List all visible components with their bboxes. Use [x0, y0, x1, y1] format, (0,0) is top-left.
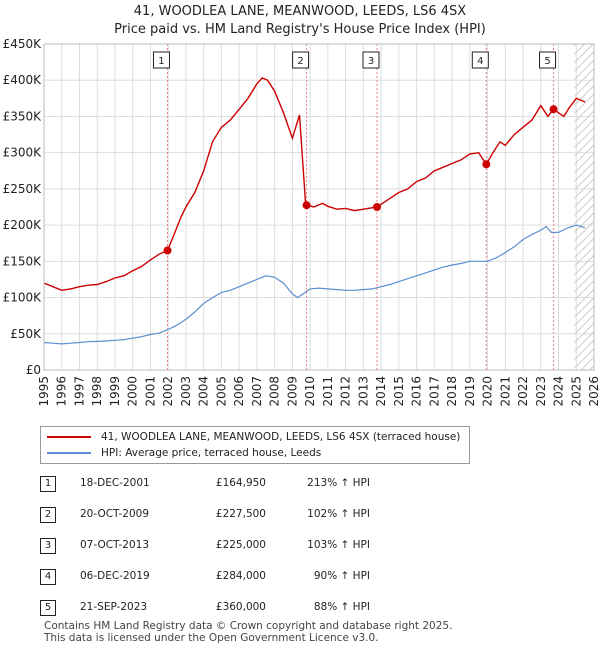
- x-tick-label: 1997: [72, 376, 86, 407]
- chart-subtitle: Price paid vs. HM Land Registry's House …: [114, 22, 486, 37]
- x-tick-label: 2006: [232, 376, 246, 407]
- sale-hpi-change: 103% ↑ HPI: [307, 539, 370, 551]
- y-tick-label: £350K: [3, 109, 43, 123]
- sale-point: [482, 160, 491, 169]
- legend: 41, WOODLEA LANE, MEANWOOD, LEEDS, LS6 4…: [40, 426, 470, 464]
- sale-date: 18-DEC-2001: [80, 477, 150, 489]
- x-tick-label: 2001: [143, 376, 157, 407]
- x-tick-label: 2007: [250, 376, 264, 407]
- x-tick-label: 2009: [285, 376, 299, 407]
- sale-marker-box: [471, 51, 489, 69]
- footer-license: This data is licensed under the Open Gov…: [44, 632, 379, 644]
- sale-marker-box: [539, 51, 557, 69]
- x-tick-label: 2024: [552, 376, 566, 407]
- x-tick-label: 1999: [108, 376, 122, 407]
- sale-number-badge: 3: [40, 538, 56, 554]
- sale-number-badge: 4: [40, 569, 56, 585]
- sale-marker-label: 3: [368, 56, 374, 67]
- x-tick-label: 2023: [534, 376, 548, 407]
- x-tick-label: 2025: [569, 376, 583, 407]
- x-tick-label: 2013: [356, 376, 370, 407]
- sale-price: £227,500: [215, 508, 266, 520]
- x-tick-label: 1996: [55, 376, 69, 407]
- hpi-line: [43, 224, 586, 345]
- sale-row: 5 21-SEP-2023 £360,000 88% ↑ HPI: [40, 600, 460, 618]
- sale-date: 06-DEC-2019: [80, 570, 150, 582]
- legend-label-hpi: HPI: Average price, terraced house, Leed…: [101, 447, 322, 459]
- sale-hpi-change: 90% ↑ HPI: [313, 570, 370, 582]
- sale-marker-label: 2: [297, 56, 303, 67]
- sale-date: 21-SEP-2023: [80, 601, 148, 613]
- x-tick-label: 2003: [179, 376, 193, 407]
- y-tick-label: £100K: [3, 291, 43, 305]
- y-tick-label: £300K: [3, 146, 43, 160]
- x-tick-label: 1995: [37, 376, 51, 407]
- sale-row: 2 20-OCT-2009 £227,500 102% ↑ HPI: [40, 507, 460, 525]
- sale-marker-label: 4: [477, 56, 483, 67]
- x-tick-label: 2014: [374, 376, 388, 407]
- sale-hpi-change: 102% ↑ HPI: [307, 508, 370, 520]
- y-tick-label: £250K: [3, 182, 43, 196]
- sale-price: £360,000: [215, 601, 266, 613]
- footer: Contains HM Land Registry data © Crown c…: [44, 620, 452, 644]
- chart-title-address: 41, WOODLEA LANE, MEANWOOD, LEEDS, LS6 4…: [133, 4, 467, 19]
- x-tick-label: 2005: [214, 376, 228, 407]
- sale-point: [549, 105, 558, 114]
- y-tick-label: £50K: [10, 327, 42, 341]
- sale-hpi-change: 88% ↑ HPI: [313, 601, 370, 613]
- x-tick-label: 2000: [126, 376, 140, 407]
- x-tick-label: 2020: [481, 376, 495, 407]
- sale-marker-box: [152, 51, 170, 69]
- x-tick-label: 2004: [197, 376, 211, 407]
- x-tick-label: 2022: [516, 376, 530, 407]
- legend-line-property: [47, 436, 91, 438]
- x-tick-label: 2018: [445, 376, 459, 407]
- sale-price: £225,000: [215, 539, 266, 551]
- y-tick-label: £150K: [3, 254, 43, 268]
- x-tick-label: 2016: [410, 376, 424, 407]
- sale-row: 1 18-DEC-2001 £164,950 213% ↑ HPI: [40, 476, 460, 494]
- plot-frame: [43, 43, 595, 371]
- x-tick-label: 2019: [463, 376, 477, 407]
- sale-row: 3 07-OCT-2013 £225,000 103% ↑ HPI: [40, 538, 460, 556]
- sale-point: [373, 203, 382, 211]
- sale-row: 4 06-DEC-2019 £284,000 90% ↑ HPI: [40, 569, 460, 587]
- sale-marker-label: 1: [158, 56, 164, 67]
- x-tick-label: 2010: [303, 376, 317, 407]
- footer-copyright: Contains HM Land Registry data © Crown c…: [44, 620, 453, 632]
- x-tick-label: 2012: [339, 376, 353, 407]
- x-tick-label: 2017: [427, 376, 441, 407]
- sale-date: 20-OCT-2009: [80, 508, 149, 520]
- y-tick-label: £0: [26, 363, 41, 377]
- sale-number-badge: 5: [40, 600, 56, 616]
- y-tick-label: £400K: [3, 73, 43, 87]
- y-tick-label: £200K: [3, 218, 43, 232]
- x-tick-label: 2015: [392, 376, 406, 407]
- sale-hpi-change: 213% ↑ HPI: [307, 477, 370, 489]
- y-tick-label: £450K: [3, 37, 43, 51]
- forecast-region: [574, 44, 594, 370]
- sale-number-badge: 1: [40, 476, 56, 492]
- sale-point: [302, 201, 311, 210]
- sale-price: £164,950: [215, 477, 266, 489]
- x-tick-label: 2021: [498, 376, 512, 407]
- legend-item-property: 41, WOODLEA LANE, MEANWOOD, LEEDS, LS6 4…: [47, 430, 460, 444]
- legend-label-property: 41, WOODLEA LANE, MEANWOOD, LEEDS, LS6 4…: [101, 431, 461, 443]
- legend-item-hpi: HPI: Average price, terraced house, Leed…: [47, 446, 321, 460]
- sale-number-badge: 2: [40, 507, 56, 523]
- property-price-line: [43, 77, 586, 292]
- sale-marker-box: [292, 51, 310, 69]
- price-chart: 1 2 3 4 5 £0 £50K £100K £150K £200K £250K £300K £35…: [3, 37, 600, 407]
- x-tick-label: 2008: [268, 376, 282, 407]
- sale-marker-label: 5: [544, 56, 550, 67]
- x-tick-label: 1998: [90, 376, 104, 407]
- sale-point: [163, 246, 172, 255]
- legend-line-hpi: [47, 452, 91, 454]
- x-tick-label: 2011: [321, 376, 335, 407]
- sale-date: 07-OCT-2013: [80, 539, 149, 551]
- sale-price: £284,000: [215, 570, 266, 582]
- x-tick-label: 2026: [587, 376, 600, 407]
- x-tick-label: 2002: [161, 376, 175, 407]
- sale-marker-box: [362, 51, 380, 69]
